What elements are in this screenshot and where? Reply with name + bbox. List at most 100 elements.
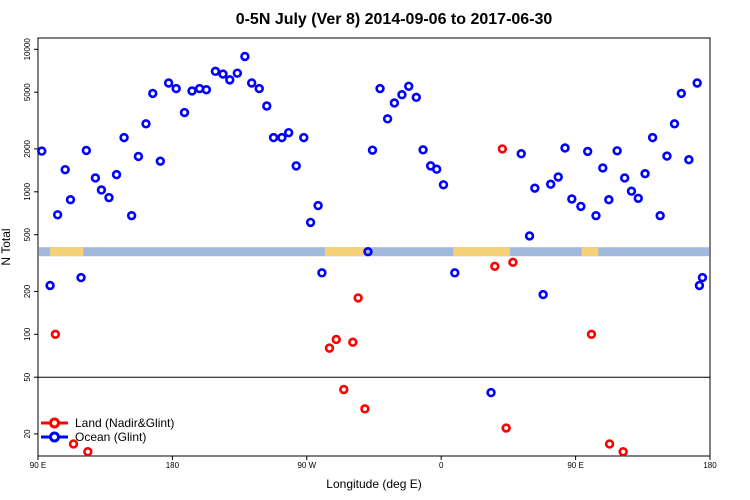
data-point-land xyxy=(508,257,518,268)
data-point-ocean xyxy=(363,246,373,257)
data-point-ocean xyxy=(52,210,63,220)
data-point-land xyxy=(339,384,349,395)
data-point-ocean xyxy=(612,146,622,156)
data-point-ocean xyxy=(553,172,563,182)
y-tick-label: 200 xyxy=(23,284,32,298)
data-point-ocean xyxy=(598,163,608,173)
data-point-ocean xyxy=(225,75,235,85)
ocean-band xyxy=(39,247,709,257)
data-point-ocean xyxy=(530,183,540,193)
x-tick-label: 90 E xyxy=(567,461,583,470)
x-axis: 90 E 180 90 W 0 90 E 180 xyxy=(30,456,717,470)
data-point-ocean xyxy=(697,272,708,283)
data-point-land xyxy=(618,447,628,457)
data-point-ocean xyxy=(538,289,548,300)
data-point-ocean xyxy=(111,169,122,180)
y-axis-label: N Total xyxy=(0,228,13,265)
y-tick-label: 10000 xyxy=(23,38,32,61)
data-point-ocean xyxy=(96,185,107,195)
data-point-ocean xyxy=(389,98,400,108)
data-point-ocean xyxy=(317,268,327,278)
data-point-ocean xyxy=(133,151,144,162)
data-point-ocean xyxy=(576,201,586,212)
legend-label-land: Land (Nadir&Glint) xyxy=(75,416,174,430)
plot-frame xyxy=(37,37,711,457)
legend: Land (Nadir&Glint) Ocean (Glint) xyxy=(41,416,174,444)
data-point-ocean xyxy=(313,200,323,211)
data-point-ocean xyxy=(382,114,393,124)
legend-marker-land xyxy=(49,417,60,429)
data-point-ocean xyxy=(411,92,421,103)
data-point-land xyxy=(353,293,363,303)
data-point-ocean xyxy=(516,149,526,159)
data-point-ocean xyxy=(684,154,694,165)
data-point-ocean xyxy=(431,164,442,174)
data-point-ocean xyxy=(626,186,637,196)
data-point-ocean xyxy=(210,66,221,77)
data-point-ocean xyxy=(254,83,264,94)
data-point-land xyxy=(501,423,511,433)
data-point-ocean xyxy=(604,195,614,205)
data-point-ocean xyxy=(81,145,92,156)
y-tick-label: 2000 xyxy=(23,139,32,157)
land-ocean-band xyxy=(39,247,709,257)
y-tick-label: 5000 xyxy=(23,83,32,101)
data-point-ocean xyxy=(299,132,309,143)
legend-entry-ocean: Ocean (Glint) xyxy=(41,430,146,444)
data-point-ocean xyxy=(246,78,257,88)
data-point-ocean xyxy=(187,86,197,96)
x-tick-label: 90 E xyxy=(30,461,46,470)
data-point-ocean xyxy=(545,179,556,189)
x-tick-label: 90 W xyxy=(297,461,316,470)
data-point-ocean xyxy=(560,143,570,153)
x-tick-label: 180 xyxy=(166,461,180,470)
data-point-ocean xyxy=(268,132,279,143)
data-point-ocean xyxy=(291,161,301,171)
data-point-ocean xyxy=(60,164,70,175)
data-point-land xyxy=(324,343,335,353)
data-point-ocean xyxy=(633,193,643,204)
legend-label-ocean: Ocean (Glint) xyxy=(75,430,146,444)
land-segment xyxy=(453,247,510,257)
x-axis-label: Longitude (deg E) xyxy=(326,477,421,491)
data-point-ocean xyxy=(647,132,658,143)
data-point-ocean xyxy=(126,210,137,221)
data-point-ocean xyxy=(141,119,151,129)
data-point-ocean xyxy=(567,194,577,204)
data-point-ocean xyxy=(662,151,672,161)
data-point-ocean xyxy=(37,146,47,156)
data-point-ocean xyxy=(119,132,129,143)
data-point-ocean xyxy=(45,280,55,291)
data-point-ocean xyxy=(218,69,228,79)
data-point-ocean xyxy=(582,146,593,157)
data-point-ocean xyxy=(375,83,385,94)
land-segment xyxy=(324,247,367,257)
data-point-ocean xyxy=(171,83,181,94)
data-point-ocean xyxy=(486,387,496,398)
data-point-land xyxy=(68,439,79,449)
x-tick-label: 0 xyxy=(439,461,444,470)
y-tick-label: 100 xyxy=(23,327,32,341)
data-point-ocean xyxy=(148,88,158,99)
data-point-ocean xyxy=(591,210,601,221)
data-point-land xyxy=(497,144,508,154)
data-point-ocean xyxy=(418,145,428,155)
data-point-land xyxy=(360,404,370,414)
data-point-ocean xyxy=(232,68,243,78)
data-point-ocean xyxy=(397,90,407,100)
y-tick-label: 20 xyxy=(23,429,32,438)
data-point-ocean xyxy=(367,145,378,155)
data-point-ocean xyxy=(305,217,316,228)
legend-marker-ocean xyxy=(49,431,60,443)
data-point-ocean xyxy=(262,101,272,111)
data-point-ocean xyxy=(277,132,287,143)
data-point-land xyxy=(348,337,358,347)
data-point-ocean xyxy=(90,173,101,183)
data-point-land xyxy=(586,329,597,340)
data-point-ocean xyxy=(179,107,190,118)
data-point-ocean xyxy=(669,119,680,129)
data-point-ocean xyxy=(104,192,114,203)
data-point-ocean xyxy=(155,156,166,166)
chart-title: 0-5N July (Ver 8) 2014-09-06 to 2017-06-… xyxy=(236,11,553,28)
